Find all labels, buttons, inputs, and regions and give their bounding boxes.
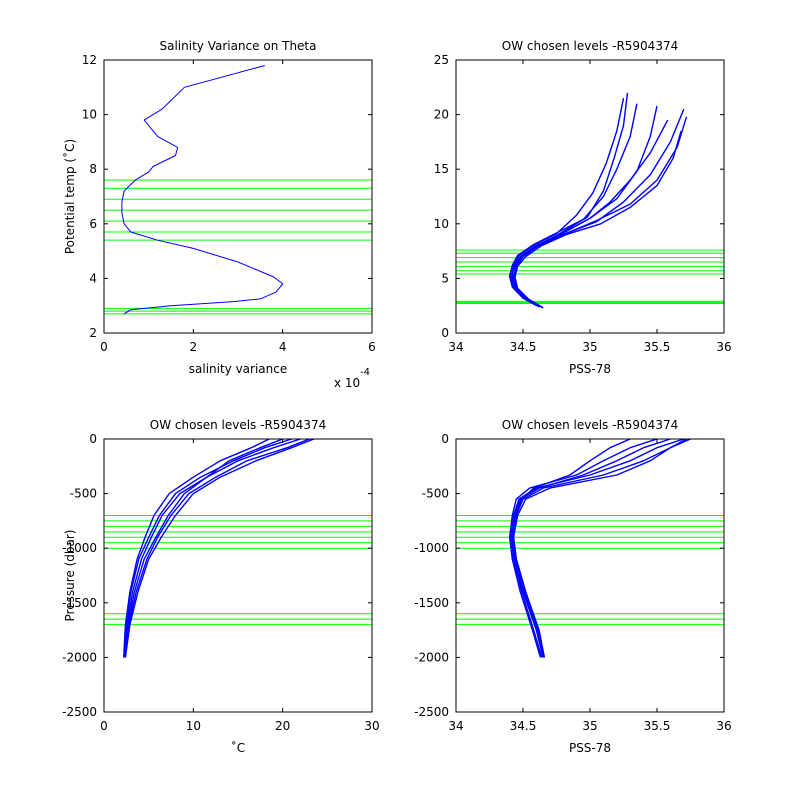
axes-frame [103,59,373,334]
chart-title: OW chosen levels -R5904374 [150,418,326,432]
plot-area [104,439,372,712]
plot-area [104,60,372,333]
y-tick-label: 20 [434,108,449,122]
profile-line [511,439,631,658]
profile-line [510,105,658,308]
panel-2: 34 34.5 35 35.5 36 0 5 10 15 20 25 OW chosen levels… [434,39,732,376]
y-tick-label: -500 [422,487,449,501]
profile-line [124,439,315,658]
y-tick-label: 2 [89,326,97,340]
profile-line [512,116,688,309]
x-axis-label: ˚C [231,740,245,755]
y-tick-label: 5 [441,271,449,285]
x-exponent-base: x 10 [334,376,360,390]
y-tick-label: 12 [82,53,97,67]
x-tick-label: 0 [100,719,108,733]
x-tick-label: 34 [448,340,463,354]
profile-line [123,439,283,658]
x-tick-label: 34 [448,719,463,733]
x-tick-label: 4 [279,340,287,354]
x-tick-label: 36 [716,340,731,354]
x-tick-label: 34.5 [510,340,537,354]
y-tick-label: -1000 [62,541,97,555]
profile-line [510,439,671,658]
x-axis-label: PSS-78 [569,741,611,755]
x-tick-label: 35.5 [644,340,671,354]
panel-4: 34 34.5 35 35.5 36 -2500 -2000 -1500 -1000 -500 0 O… [414,418,732,755]
y-tick-label: 10 [434,217,449,231]
chart-title: OW chosen levels -R5904374 [502,418,678,432]
profile-line [124,439,310,658]
x-tick-label: 6 [368,340,376,354]
y-tick-label: 8 [89,162,97,176]
profile-line [508,98,625,307]
y-tick-label: -1000 [414,541,449,555]
y-tick-label: -2500 [62,705,97,719]
y-tick-label: -1500 [414,596,449,610]
x-tick-label: 35 [582,719,597,733]
y-tick-label: -1500 [62,596,97,610]
y-tick-label: -2500 [414,705,449,719]
profile-line [121,65,284,315]
x-exponent-power: -4 [360,367,370,378]
x-tick-label: 34.5 [510,719,537,733]
axes-frame [103,438,373,713]
chart-title: OW chosen levels -R5904374 [502,39,678,53]
x-tick-label: 35.5 [644,719,671,733]
y-tick-label: 15 [434,162,449,176]
x-axis-label: salinity variance [189,362,288,376]
y-tick-label: 4 [89,271,97,285]
panel-3: 0 10 20 30 -2500 -2000 -1500 -1000 -500 0 OW chose… [62,418,380,755]
profile-line [508,439,658,658]
y-tick-label: 0 [441,432,449,446]
x-tick-label: 20 [275,719,290,733]
x-tick-label: 10 [186,719,201,733]
profile-line [123,439,292,658]
y-tick-label: -2000 [62,650,97,664]
y-tick-label: -500 [70,487,97,501]
profile-line [123,439,301,658]
chart-title: Salinity Variance on Theta [160,39,317,53]
y-axis-label: Pressure (dbar) [63,530,77,622]
x-tick-label: 30 [364,719,379,733]
y-tick-label: -2000 [414,650,449,664]
x-tick-label: 0 [100,340,108,354]
profile-line [512,439,687,658]
profile-line [123,439,270,658]
x-tick-label: 36 [716,719,731,733]
x-tick-label: 35 [582,340,597,354]
x-axis-label: PSS-78 [569,362,611,376]
x-tick-label: 2 [190,340,198,354]
y-tick-label: 0 [89,432,97,446]
plot-area [456,439,724,712]
y-tick-label: 0 [441,326,449,340]
y-tick-label: 25 [434,53,449,67]
profile-line [508,103,638,307]
y-tick-label: 10 [82,108,97,122]
y-axis-label: Potential temp (˚C) [62,139,77,254]
y-tick-label: 6 [89,217,97,231]
